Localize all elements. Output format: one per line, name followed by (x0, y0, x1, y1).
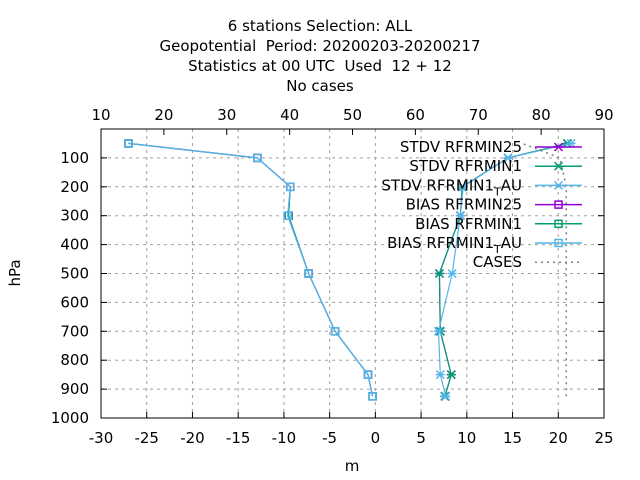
asterisk-marker (566, 138, 576, 148)
chart-title-line-1: 6 stations Selection: ALL (227, 17, 413, 35)
x-tick-label: 10 (457, 429, 476, 447)
legend-label: STDV RFRMIN25 (400, 138, 522, 156)
x2-tick-label: 20 (154, 106, 173, 124)
legend-label: CASES (473, 253, 522, 271)
legend-entry: CASES (473, 253, 582, 271)
y-tick-label: 500 (60, 265, 89, 283)
square-marker (283, 211, 292, 220)
legend-label: BIAS RFRMIN25 (406, 196, 522, 214)
x2-tick-label: 70 (469, 106, 488, 124)
legend-label: STDV RFRMIN1 (409, 157, 522, 175)
square-marker (304, 269, 313, 278)
y-tick-label: 100 (60, 149, 89, 167)
square-marker (363, 370, 373, 379)
series-line (128, 142, 374, 397)
asterisk-marker (503, 153, 513, 163)
legend-entry: STDV RFRMIN1 (409, 157, 582, 175)
asterisk-marker (433, 326, 443, 336)
x-tick-label: -30 (89, 429, 114, 447)
asterisk-marker (435, 370, 445, 380)
asterisk-marker (553, 161, 564, 171)
grid-lines (101, 129, 604, 418)
square-marker (286, 182, 295, 192)
x-tick-label: 0 (371, 429, 381, 447)
asterisk-marker (446, 370, 456, 380)
square-marker (124, 139, 133, 148)
y-tick-label: 900 (60, 380, 89, 398)
chart-title-line-3: Statistics at 00 UTC Used 12 + 12 (188, 57, 452, 75)
series-3 (124, 139, 377, 401)
x2-tick-label: 50 (343, 106, 362, 124)
x2-tick-label: 80 (532, 106, 551, 124)
x-tick-label: -5 (322, 429, 337, 447)
asterisk-marker (553, 142, 564, 152)
legend-entry: STDV RFRMIN25 (400, 138, 582, 156)
square-marker (554, 219, 563, 229)
x2-tick-label: 90 (594, 106, 613, 124)
chart-title-line-4: No cases (286, 77, 354, 95)
y-tick-label: 800 (60, 351, 89, 369)
asterisk-marker (458, 182, 468, 192)
x-tick-label: 5 (416, 429, 426, 447)
y-tick-label: 600 (60, 293, 89, 311)
square-marker (253, 153, 262, 163)
square-marker (554, 238, 563, 248)
y-tick-label: 200 (60, 178, 89, 196)
series-5 (124, 139, 377, 401)
y-tick-label: 400 (60, 236, 89, 254)
y-tick-label: 300 (60, 207, 89, 225)
x-tick-label: -25 (134, 429, 159, 447)
legend-entry: STDV RFRMIN1TAU (381, 176, 582, 198)
x-tick-label: 25 (594, 429, 613, 447)
square-marker (368, 392, 377, 401)
legend-label: BIAS RFRMIN1TAU (387, 234, 522, 256)
asterisk-marker (441, 391, 451, 401)
legend-label: STDV RFRMIN1TAU (381, 176, 522, 198)
axis-ticks: -30 -25 -20 -15 -10 -5 0 5 10 15 20 25 10 20 30 40 50 60 7… (51, 106, 614, 447)
x2-tick-label: 40 (280, 106, 299, 124)
chart-title-line-2: Geopotential Period: 20200203-20200217 (159, 37, 481, 55)
series-line (522, 142, 568, 397)
x2-tick-label: 60 (406, 106, 425, 124)
data-series (124, 138, 576, 401)
y-tick-label: 1000 (51, 409, 89, 427)
x2-tick-label: 10 (91, 106, 110, 124)
y-tick-label: 700 (60, 322, 89, 340)
series-4 (124, 139, 377, 401)
asterisk-marker (553, 180, 564, 190)
square-marker (330, 327, 340, 336)
asterisk-marker (447, 268, 457, 279)
series-line (128, 142, 374, 397)
x-tick-label: 20 (549, 429, 568, 447)
series-line (437, 142, 572, 397)
x-tick-label: 15 (503, 429, 522, 447)
x-tick-label: -15 (226, 429, 251, 447)
asterisk-marker (455, 211, 465, 221)
series-6 (522, 142, 568, 397)
series-2 (433, 138, 576, 401)
square-marker (554, 200, 563, 209)
x-tick-label: -10 (272, 429, 297, 447)
asterisk-marker (434, 268, 444, 279)
y-axis-label: hPa (6, 259, 24, 286)
x2-tick-label: 30 (217, 106, 236, 124)
x-axis-label: m (345, 457, 360, 475)
legend-entry: BIAS RFRMIN25 (406, 196, 582, 214)
legend-entry: BIAS RFRMIN1TAU (387, 234, 582, 256)
x-tick-label: -20 (180, 429, 205, 447)
series-line (128, 142, 374, 397)
legend-entry: BIAS RFRMIN1 (415, 215, 582, 233)
legend-label: BIAS RFRMIN1 (415, 215, 522, 233)
